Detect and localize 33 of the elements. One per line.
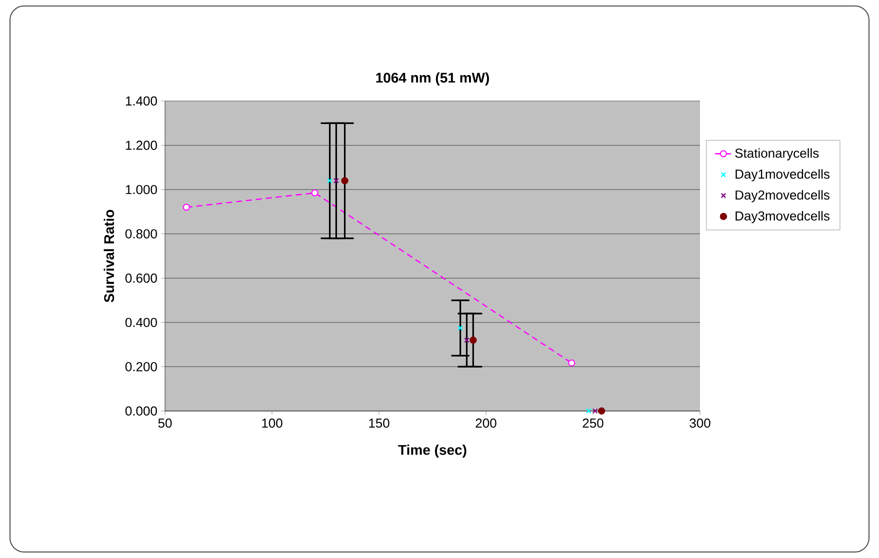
point	[333, 178, 339, 184]
point	[341, 177, 348, 184]
point	[182, 204, 190, 211]
point	[470, 336, 477, 344]
point	[464, 337, 470, 343]
legend-label: Day2movedcells	[736, 190, 830, 202]
point	[327, 178, 333, 184]
point	[598, 407, 606, 415]
point	[586, 408, 592, 414]
point	[568, 359, 576, 366]
x-axis-title: Time (sec)	[398, 444, 466, 458]
y-tick-label: 0.600	[125, 274, 157, 283]
point	[458, 325, 464, 331]
legend-label: Day1movedcells	[736, 169, 830, 182]
chart-title: 1064 nm (51 mW)	[376, 72, 489, 86]
y-tick-label: 1.000	[126, 184, 157, 194]
y-tick-label: 1.400	[126, 96, 157, 106]
x-tick-label: 200	[476, 418, 496, 428]
legend-label: Stationarycells	[735, 148, 819, 160]
x-tick-label: 50	[158, 418, 172, 428]
point	[592, 408, 598, 414]
y-axis-title: Survival Ratio	[104, 210, 114, 302]
y-tick-label: 0.800	[125, 229, 157, 238]
y-tick-label: 0.400	[125, 318, 157, 328]
y-tick-label: 1.200	[126, 140, 157, 150]
x-tick-label: 250	[582, 418, 604, 428]
point	[311, 189, 318, 196]
x-tick-label: 150	[369, 418, 390, 428]
x-tick-label: 300	[690, 418, 710, 428]
x-tick-label: 100	[262, 418, 282, 428]
legend-label: Day3movedcells	[736, 211, 830, 224]
y-tick-label: 0.000	[125, 406, 157, 416]
y-tick-label: 0.200	[125, 362, 157, 372]
